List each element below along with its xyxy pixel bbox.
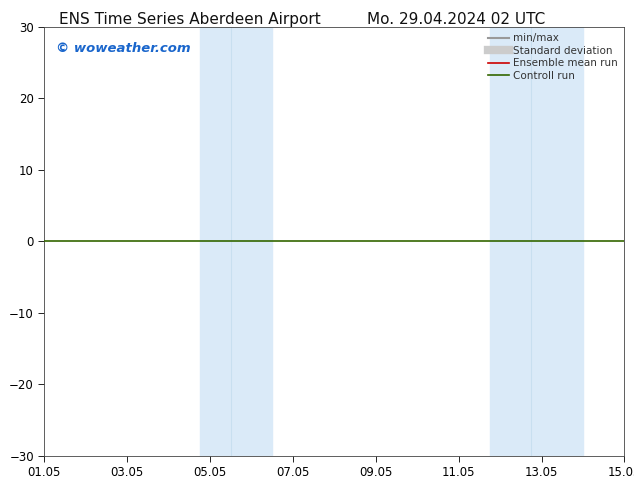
Text: ENS Time Series Aberdeen Airport: ENS Time Series Aberdeen Airport: [60, 12, 321, 27]
Text: © woweather.com: © woweather.com: [56, 42, 191, 55]
Bar: [200, 27, 272, 456]
Text: Mo. 29.04.2024 02 UTC: Mo. 29.04.2024 02 UTC: [367, 12, 546, 27]
Bar: [490, 27, 583, 456]
Legend: min/max, Standard deviation, Ensemble mean run, Controll run: min/max, Standard deviation, Ensemble me…: [486, 30, 621, 84]
